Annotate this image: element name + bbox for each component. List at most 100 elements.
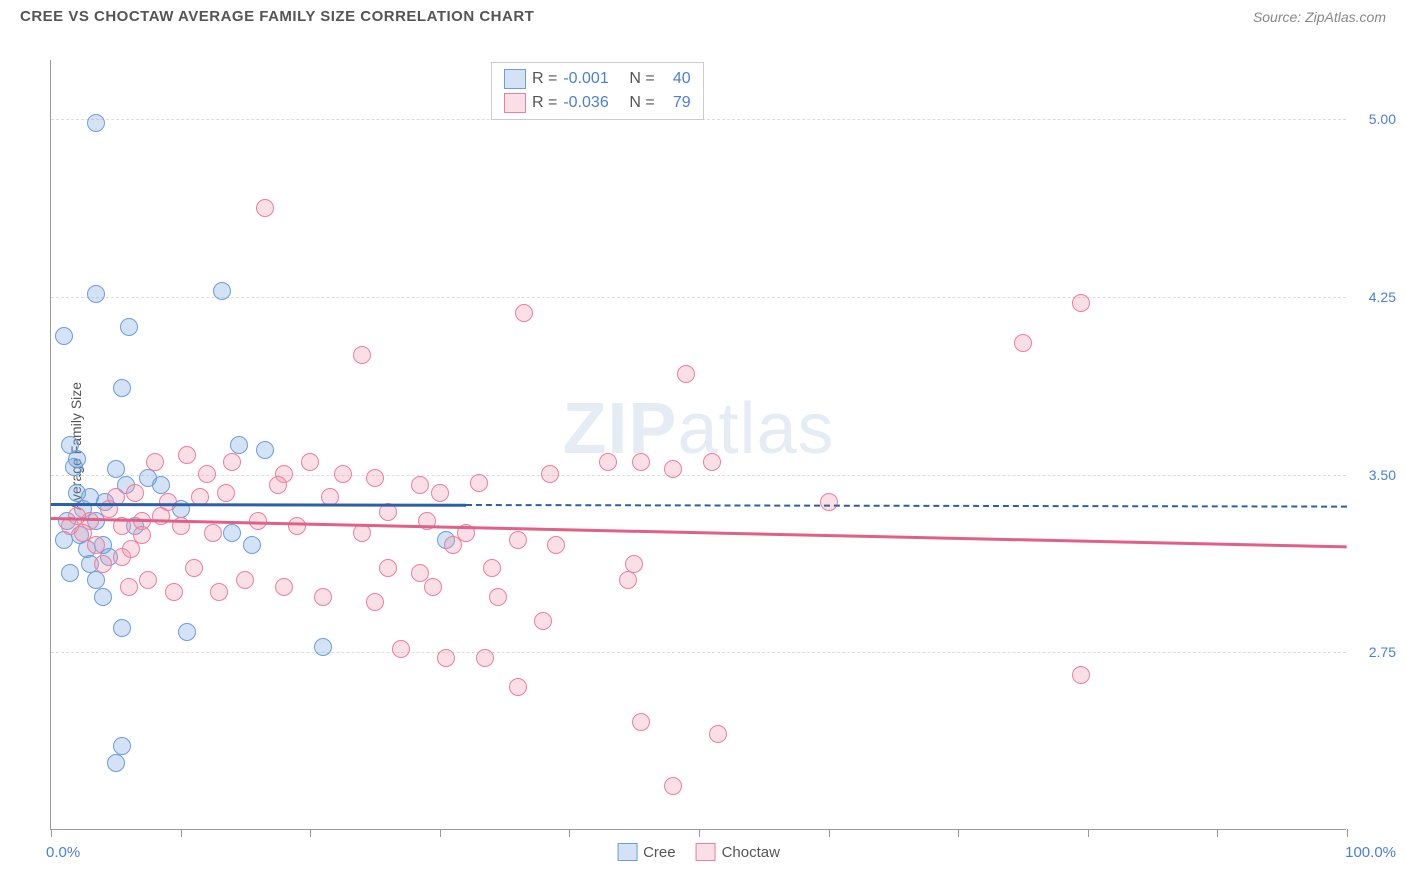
data-point <box>139 469 157 487</box>
data-point <box>120 578 138 596</box>
data-point <box>61 564 79 582</box>
data-point <box>353 524 371 542</box>
data-point <box>126 484 144 502</box>
data-point <box>366 593 384 611</box>
x-tick <box>829 829 830 837</box>
data-point <box>703 453 721 471</box>
x-tick <box>1347 829 1348 837</box>
data-point <box>424 578 442 596</box>
data-point <box>489 588 507 606</box>
data-point <box>243 536 261 554</box>
data-point <box>288 517 306 535</box>
legend-stats-row: R =-0.001N =40 <box>504 67 691 91</box>
data-point <box>470 474 488 492</box>
data-point <box>275 578 293 596</box>
data-point <box>664 460 682 478</box>
legend-swatch <box>617 843 637 861</box>
legend-item: Cree <box>617 843 676 861</box>
data-point <box>146 453 164 471</box>
data-point <box>68 484 86 502</box>
x-tick <box>1217 829 1218 837</box>
legend-label: Choctaw <box>722 844 780 861</box>
data-point <box>113 737 131 755</box>
chart-plot-area: R =-0.001N =40R =-0.036N =79 ZIPatlas 0.… <box>50 60 1346 830</box>
data-point <box>165 583 183 601</box>
data-point <box>87 285 105 303</box>
data-point <box>664 777 682 795</box>
legend-label: Cree <box>643 844 676 861</box>
data-point <box>547 536 565 554</box>
trend-line <box>466 504 1347 508</box>
data-point <box>213 282 231 300</box>
data-point <box>178 623 196 641</box>
data-point <box>476 649 494 667</box>
legend-item: Choctaw <box>696 843 780 861</box>
data-point <box>178 446 196 464</box>
data-point <box>411 476 429 494</box>
x-axis-min-label: 0.0% <box>46 844 80 861</box>
data-point <box>353 346 371 364</box>
x-tick <box>569 829 570 837</box>
x-axis-max-label: 100.0% <box>1345 844 1396 861</box>
grid-line <box>51 475 1346 476</box>
legend-bottom: Cree Choctaw <box>617 843 780 861</box>
data-point <box>334 465 352 483</box>
x-tick <box>1088 829 1089 837</box>
x-tick <box>181 829 182 837</box>
data-point <box>113 379 131 397</box>
y-tick-label: 5.00 <box>1351 111 1396 127</box>
data-point <box>366 469 384 487</box>
data-point <box>534 612 552 630</box>
legend-swatch <box>504 93 526 113</box>
data-point <box>198 465 216 483</box>
data-point <box>541 465 559 483</box>
legend-stats-box: R =-0.001N =40R =-0.036N =79 <box>491 62 704 120</box>
data-point <box>301 453 319 471</box>
data-point <box>1072 666 1090 684</box>
data-point <box>87 571 105 589</box>
y-tick-label: 2.75 <box>1351 644 1396 660</box>
data-point <box>55 327 73 345</box>
source-text: Source: ZipAtlas.com <box>1253 9 1386 25</box>
x-tick <box>699 829 700 837</box>
data-point <box>210 583 228 601</box>
data-point <box>113 619 131 637</box>
y-tick-label: 3.50 <box>1351 467 1396 483</box>
data-point <box>122 540 140 558</box>
data-point <box>709 725 727 743</box>
data-point <box>159 493 177 511</box>
data-point <box>509 678 527 696</box>
grid-line <box>51 652 1346 653</box>
x-tick <box>440 829 441 837</box>
x-tick <box>958 829 959 837</box>
data-point <box>820 493 838 511</box>
data-point <box>619 571 637 589</box>
data-point <box>515 304 533 322</box>
data-point <box>483 559 501 577</box>
data-point <box>392 640 410 658</box>
legend-swatch <box>696 843 716 861</box>
data-point <box>314 588 332 606</box>
data-point <box>107 460 125 478</box>
data-point <box>94 588 112 606</box>
data-point <box>120 318 138 336</box>
data-point <box>236 571 254 589</box>
data-point <box>1072 294 1090 312</box>
data-point <box>139 571 157 589</box>
data-point <box>437 649 455 667</box>
data-point <box>314 638 332 656</box>
data-point <box>68 450 86 468</box>
data-point <box>632 713 650 731</box>
data-point <box>107 754 125 772</box>
data-point <box>223 453 241 471</box>
legend-swatch <box>504 69 526 89</box>
grid-line <box>51 297 1346 298</box>
data-point <box>256 199 274 217</box>
chart-title: CREE VS CHOCTAW AVERAGE FAMILY SIZE CORR… <box>20 8 534 25</box>
data-point <box>431 484 449 502</box>
data-point <box>444 536 462 554</box>
data-point <box>677 365 695 383</box>
data-point <box>230 436 248 454</box>
data-point <box>223 524 241 542</box>
data-point <box>94 555 112 573</box>
